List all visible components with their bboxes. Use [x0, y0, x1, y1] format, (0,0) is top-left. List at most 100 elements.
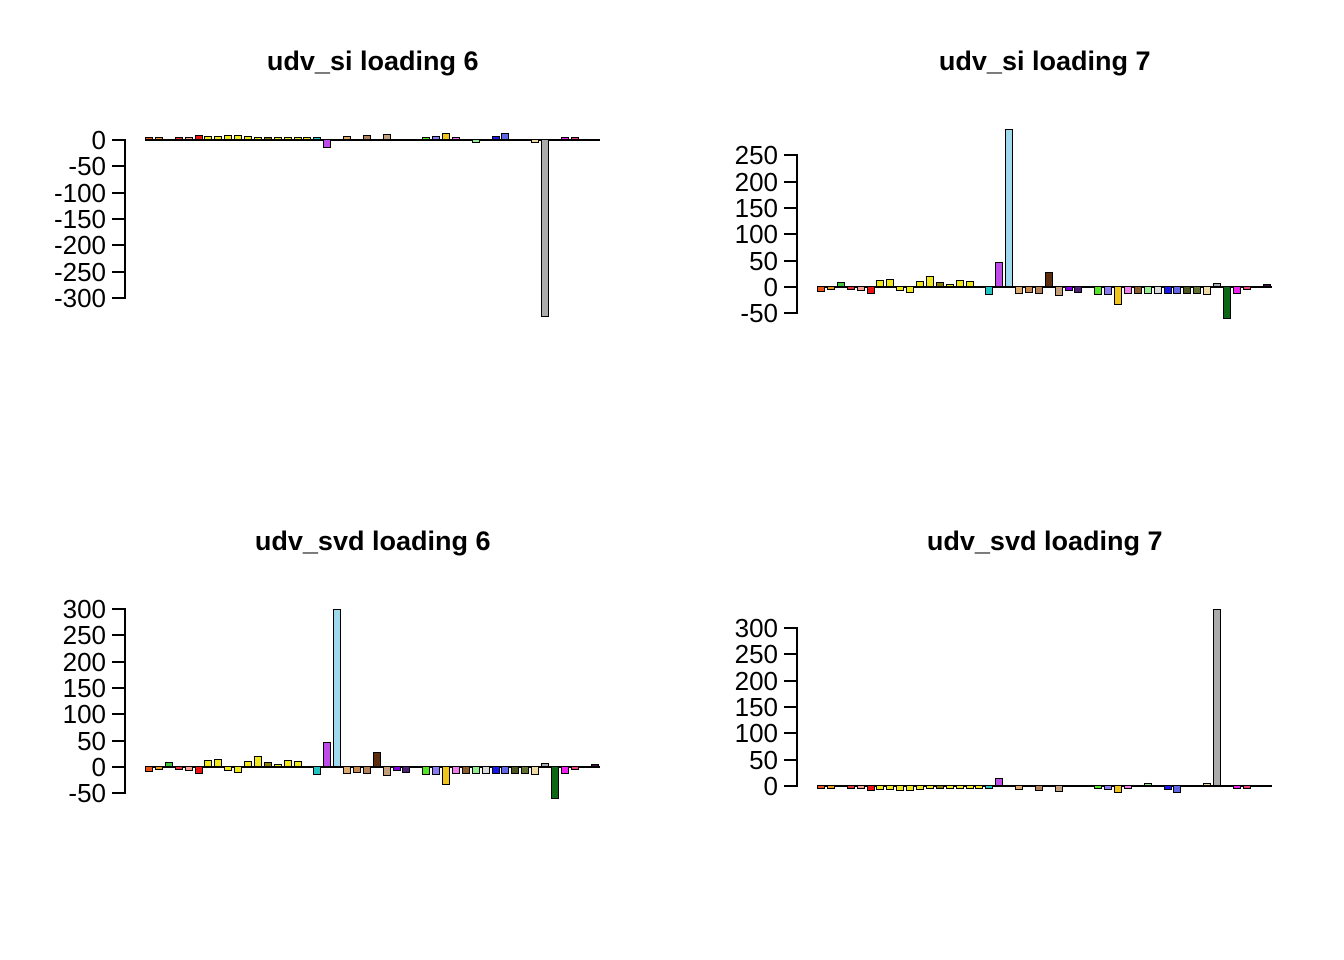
y-tick	[784, 679, 796, 682]
bar	[1064, 286, 1073, 292]
bar	[906, 785, 915, 791]
bar	[263, 761, 272, 767]
bar	[570, 766, 579, 771]
bar	[1094, 286, 1103, 295]
bar	[866, 785, 875, 792]
y-tick	[112, 165, 124, 168]
y-tick-label: 150	[62, 672, 106, 703]
bar	[906, 286, 915, 294]
y-tick-label: 200	[734, 166, 778, 197]
bar	[234, 766, 243, 774]
bar	[817, 286, 825, 293]
y-tick	[784, 180, 796, 183]
x-baseline	[145, 139, 601, 141]
bar	[896, 286, 905, 291]
y-tick	[112, 686, 124, 689]
bar	[1213, 609, 1221, 786]
bar	[945, 785, 954, 790]
bar	[273, 763, 282, 767]
bar	[283, 137, 292, 140]
y-tick-label: 0	[763, 272, 778, 302]
bar	[1203, 783, 1212, 786]
bar	[1054, 286, 1063, 297]
bar	[224, 135, 233, 140]
y-tick	[784, 286, 796, 288]
bar	[1114, 785, 1122, 793]
y-tick-label: 150	[734, 691, 778, 722]
bar	[570, 137, 579, 140]
y-tick-label: 0	[91, 752, 106, 782]
y-tick-label: -300	[53, 283, 106, 314]
y-tick-label: 250	[734, 639, 778, 670]
y-tick	[784, 259, 796, 262]
y-tick-label: 300	[62, 593, 106, 624]
bar	[846, 286, 855, 290]
bar	[866, 286, 875, 294]
bar	[541, 762, 549, 767]
bar	[876, 279, 885, 287]
y-axis-line	[124, 139, 126, 300]
bar	[244, 761, 252, 767]
bar	[471, 139, 480, 143]
bar	[1074, 286, 1083, 293]
bar	[590, 764, 599, 767]
bar	[194, 766, 203, 774]
bar	[985, 286, 994, 295]
bar	[817, 785, 825, 790]
y-axis-line	[796, 154, 798, 315]
bar	[501, 133, 510, 140]
bar	[836, 281, 845, 287]
bar	[491, 135, 500, 140]
bar	[1222, 286, 1231, 319]
bar	[846, 785, 855, 790]
y-tick	[784, 705, 796, 708]
bar	[442, 766, 450, 786]
y-tick	[784, 653, 796, 656]
bar	[531, 766, 540, 776]
bar	[1123, 785, 1132, 789]
y-tick	[784, 626, 796, 629]
y-tick	[112, 218, 124, 221]
bar	[422, 766, 431, 775]
bar	[945, 283, 954, 287]
y-tick-label: 50	[749, 744, 778, 775]
bar	[422, 137, 431, 140]
bar	[362, 134, 371, 140]
bar	[935, 281, 944, 287]
y-tick-label: -50	[740, 298, 778, 329]
bar	[283, 759, 292, 767]
bar	[1034, 785, 1043, 792]
y-tick	[112, 660, 124, 663]
y-tick-label: 100	[62, 699, 106, 730]
x-baseline	[145, 766, 601, 768]
bar	[145, 136, 153, 140]
y-tick	[784, 206, 796, 209]
bar	[1094, 785, 1103, 789]
bar	[293, 137, 302, 140]
chart-panel-top-left: udv_si loading 6 0 -50 -100 -150 -200 -250 -30…	[0, 0, 672, 480]
bar	[253, 136, 262, 140]
bar	[985, 785, 994, 789]
bar	[1024, 286, 1033, 294]
bar	[224, 766, 233, 771]
y-tick-label: -250	[53, 256, 106, 287]
bar	[244, 136, 252, 140]
y-tick	[784, 758, 796, 761]
bar	[214, 758, 223, 767]
bar	[1133, 286, 1142, 294]
bar	[916, 785, 924, 790]
bar	[531, 139, 540, 143]
y-tick-label: 50	[77, 725, 106, 756]
bar	[975, 785, 984, 789]
bar	[1114, 286, 1122, 306]
bar	[886, 278, 895, 287]
bar	[826, 785, 835, 789]
bar	[1054, 785, 1063, 793]
bar	[432, 135, 441, 140]
y-tick-label: 200	[62, 646, 106, 677]
bar	[451, 137, 460, 140]
bar	[184, 137, 193, 140]
bar	[273, 136, 282, 140]
bar	[432, 766, 441, 775]
